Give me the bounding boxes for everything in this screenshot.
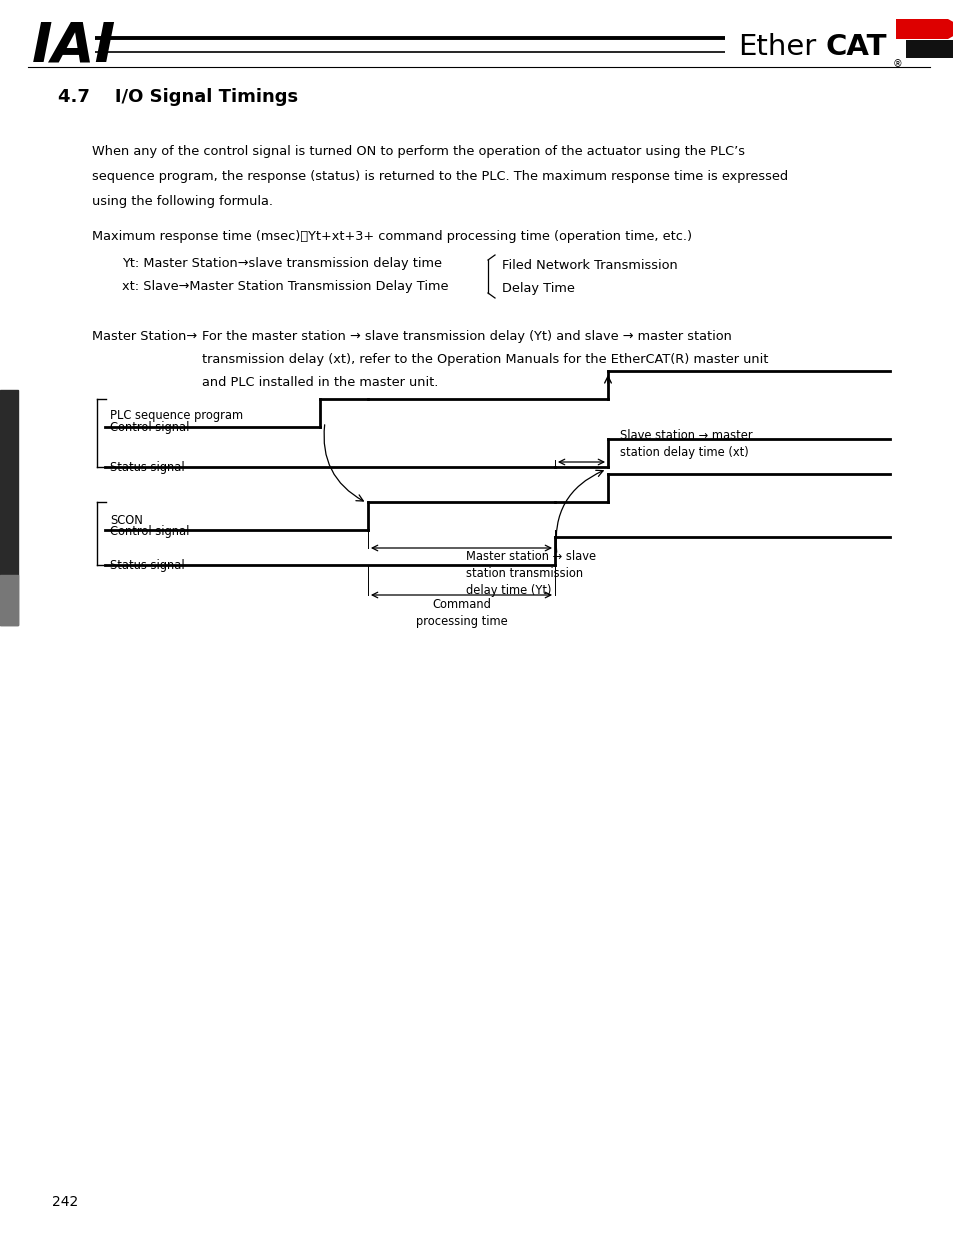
Text: using the following formula.: using the following formula. [91,195,273,207]
Bar [0,390,18,625]
Text: Delay Time: Delay Time [501,282,575,295]
Polygon shape [905,40,953,58]
Text: Status signal: Status signal [110,461,185,473]
Text: Filed Network Transmission: Filed Network Transmission [501,259,677,272]
Text: 4.7    I/O Signal Timings: 4.7 I/O Signal Timings [58,88,297,106]
Text: xt: Slave→Master Station Transmission Delay Time: xt: Slave→Master Station Transmission De… [122,280,448,293]
Polygon shape [895,19,953,40]
Text: PLC sequence program: PLC sequence program [110,409,243,421]
Text: For the master station → slave transmission delay (Yt) and slave → master statio: For the master station → slave transmiss… [202,330,731,343]
Text: Ether: Ether [738,33,816,61]
Text: Control signal: Control signal [110,526,190,538]
Text: Maximum response time (msec)＝Yt+xt+3+ command processing time (operation time, e: Maximum response time (msec)＝Yt+xt+3+ co… [91,230,691,243]
Text: Master station → slave
station transmission
delay time (Yt): Master station → slave station transmiss… [466,550,596,597]
Text: Slave station → master
station delay time (xt): Slave station → master station delay tim… [619,429,752,459]
Text: 4. SCON-CA: 4. SCON-CA [4,469,14,531]
Text: Control signal: Control signal [110,421,190,435]
Text: sequence program, the response (status) is returned to the PLC. The maximum resp: sequence program, the response (status) … [91,170,787,183]
Text: SCON: SCON [110,515,143,527]
Text: IAI: IAI [32,20,116,74]
Text: CAT: CAT [824,33,886,61]
Text: Status signal: Status signal [110,558,185,572]
Bar [0,576,18,625]
FancyArrowPatch shape [324,425,363,501]
Text: transmission delay (xt), refer to the Operation Manuals for the EtherCAT(R) mast: transmission delay (xt), refer to the Op… [202,353,767,366]
Text: ®: ® [892,59,902,69]
Text: Master Station→: Master Station→ [91,330,197,343]
FancyArrowPatch shape [556,471,602,552]
Text: 242: 242 [52,1195,78,1209]
Text: When any of the control signal is turned ON to perform the operation of the actu: When any of the control signal is turned… [91,144,744,158]
Text: and PLC installed in the master unit.: and PLC installed in the master unit. [202,375,438,389]
Text: Yt: Master Station→slave transmission delay time: Yt: Master Station→slave transmission de… [122,257,441,270]
Text: Command
processing time: Command processing time [416,598,507,629]
